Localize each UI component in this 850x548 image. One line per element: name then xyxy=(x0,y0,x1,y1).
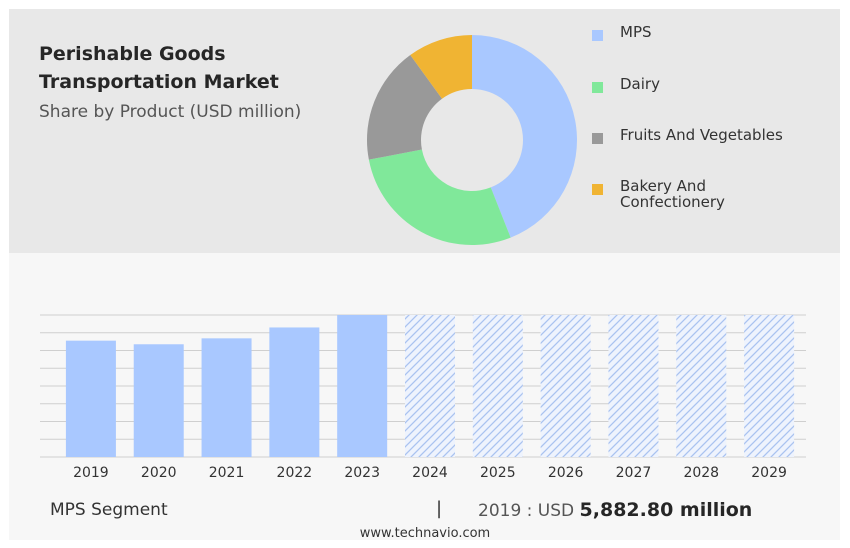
x-tick-label-2029: 2029 xyxy=(751,465,787,481)
donut-slice-mps xyxy=(472,35,577,238)
legend-label-dairy: Dairy xyxy=(620,75,660,93)
x-tick-label-2023: 2023 xyxy=(344,465,380,481)
legend-swatch-mps xyxy=(592,30,603,41)
footer-value-amount: 5,882.80 million xyxy=(579,499,753,521)
bar-2022 xyxy=(269,327,320,457)
legend-swatch-fruits-vegetables xyxy=(592,133,603,144)
bar-2023 xyxy=(337,315,388,457)
legend-swatch-dairy xyxy=(592,82,603,93)
x-tick-label-2024: 2024 xyxy=(412,465,448,481)
footer-segment-label: MPS Segment xyxy=(50,500,168,520)
footer-year-label: 2019 : USD xyxy=(478,501,575,521)
legend-swatch-bakery-confectionery xyxy=(592,184,603,195)
legend-label-mps: MPS xyxy=(620,23,652,41)
bar-2020 xyxy=(133,344,184,457)
chart-subtitle: Share by Product (USD million) xyxy=(39,102,302,122)
forecast-bar-2028 xyxy=(676,315,727,457)
footer-value: 2019 : USD 5,882.80 million xyxy=(478,499,752,521)
x-tick-label-2021: 2021 xyxy=(209,465,245,481)
chart-title: Perishable Goods Transportation Market xyxy=(39,43,279,93)
x-tick-label-2027: 2027 xyxy=(616,465,652,481)
x-tick-label-2019: 2019 xyxy=(73,465,109,481)
x-tick-label-2022: 2022 xyxy=(277,465,313,481)
website-link[interactable]: www.technavio.com xyxy=(359,526,491,541)
donut-slice-fruits-and-vegetables xyxy=(367,55,443,160)
x-tick-label-2026: 2026 xyxy=(548,465,584,481)
forecast-bar-2026 xyxy=(540,315,591,457)
footer-separator: | xyxy=(436,498,443,519)
x-tick-label-2020: 2020 xyxy=(141,465,177,481)
donut-slice-dairy xyxy=(368,149,511,245)
legend-label-bakery-confectionery: Bakery And Confectionery xyxy=(620,177,725,211)
bar-2019 xyxy=(65,340,116,457)
legend-label-fruits-vegetables: Fruits And Vegetables xyxy=(620,126,783,144)
bar-2021 xyxy=(201,338,252,457)
donut-chart xyxy=(367,35,577,245)
forecast-bar-2027 xyxy=(608,315,659,457)
forecast-bar-2025 xyxy=(472,315,523,457)
forecast-bar-2029 xyxy=(744,315,795,457)
x-tick-label-2028: 2028 xyxy=(683,465,719,481)
bar-chart: 2019 2020 2021 2022 2023 2024 2025 2026 2027 2028… xyxy=(40,314,806,481)
x-tick-label-2025: 2025 xyxy=(480,465,516,481)
donut-slice-bakery-and-confectionery xyxy=(410,35,472,99)
forecast-bar-2024 xyxy=(405,315,455,457)
